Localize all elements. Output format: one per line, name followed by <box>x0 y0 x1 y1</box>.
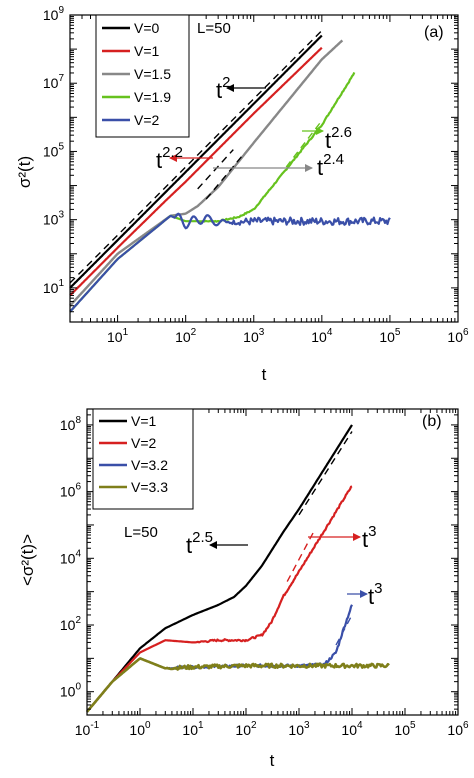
legend-b-label-2: V=3.2 <box>131 457 168 473</box>
panel-a-xtick-label-0: 101 <box>107 327 129 345</box>
panel-b-legend-box <box>92 408 194 510</box>
panel-b-ytick-label-4: 108 <box>60 415 82 433</box>
panel-a-ylabel: σ²(t) <box>15 156 34 188</box>
panel-b-ytick-label-1: 102 <box>60 615 82 633</box>
panel-a-fit-t26-dashed <box>285 120 323 168</box>
panel-b-slope-t25: t2.5 <box>186 529 213 558</box>
legend-a-label-0: V=0 <box>134 20 160 36</box>
panel-a-series-v-0 <box>69 34 323 289</box>
panel-a-ytick-label-4: 109 <box>43 5 65 23</box>
panel-b-xtick-label-6: 105 <box>394 720 416 738</box>
panel-b-fit-t3-red-dashed <box>286 528 316 582</box>
panel-a-slope-t24: t2.4 <box>317 151 344 180</box>
panel-a-ytick-label-3: 107 <box>43 73 65 91</box>
panel-b-xtick-label-3: 102 <box>235 720 257 738</box>
panel-a-ytick-label-0: 101 <box>43 278 65 296</box>
panel-a-ticks: 101 102 103 104 105 106 101 103 105 107 109 <box>43 5 469 345</box>
panel-b-series-v-3-3 <box>86 657 390 713</box>
panel-b-ticks: 10-1 100 101 102 103 104 105 106 100 102 104 106 108 <box>60 408 469 738</box>
panel-b-legend: V=1 V=2 V=3.2 V=3.3 <box>92 408 194 510</box>
legend-a-label-3: V=1.9 <box>134 89 171 105</box>
panel-a-xtick-label-2: 103 <box>243 327 265 345</box>
panel-a-fit-t22-dashed <box>197 149 234 190</box>
panel-a-slope-t26: t2.6 <box>325 124 352 153</box>
panel-b-fit-t3-blue-dashed <box>335 614 353 646</box>
panel-b-ylabel: <σ²(t)> <box>18 534 37 586</box>
panel-a-legend: V=0 V=1 V=1.5 V=1.9 V=2 <box>95 14 190 138</box>
panel-b-xlabel: t <box>270 751 275 770</box>
panel-a: 101 102 103 104 105 106 101 103 105 107 109 V=0 V=… <box>15 5 469 384</box>
legend-a-label-1: V=1 <box>134 43 160 59</box>
panel-b-series-v-1 <box>86 424 353 713</box>
panel-b-ytick-label-2: 104 <box>60 548 82 566</box>
panel-b-ytick-label-3: 106 <box>60 482 82 500</box>
panel-b-panel-label: (b) <box>422 413 442 430</box>
panel-a-xtick-label-4: 105 <box>379 327 401 345</box>
legend-a-label-2: V=1.5 <box>134 66 171 82</box>
panel-b-slope-t3-blue: t3 <box>368 580 382 609</box>
panel-a-size-label: L=50 <box>197 20 231 37</box>
legend-a-label-4: V=2 <box>134 112 160 128</box>
panel-a-legend-box <box>95 14 190 138</box>
panel-a-slope-t22: t2.2 <box>156 144 183 173</box>
panel-a-series-v-2 <box>69 212 391 313</box>
panel-a-xtick-label-3: 104 <box>311 327 333 345</box>
panel-a-marks <box>69 30 391 313</box>
panel-b-series-v-3-2 <box>86 604 353 713</box>
panel-a-plot-frame <box>69 14 459 323</box>
panel-b-ytick-label-0: 100 <box>60 682 82 700</box>
panel-a-xtick-label-5: 106 <box>447 327 469 345</box>
legend-b-label-3: V=3.3 <box>131 479 168 495</box>
panel-b-xtick-label-2: 101 <box>182 720 204 738</box>
panel-b-xtick-label-5: 104 <box>341 720 363 738</box>
panel-b-xtick-label-7: 106 <box>447 720 469 738</box>
panel-b-xtick-label-4: 103 <box>288 720 310 738</box>
panel-a-ytick-label-2: 105 <box>43 141 65 159</box>
legend-b-label-0: V=1 <box>131 413 157 429</box>
panel-b-xtick-label-1: 100 <box>129 720 151 738</box>
panel-b-marks <box>86 424 390 713</box>
panel-b-fit-t25-dashed <box>298 431 353 516</box>
panel-a-slope-t2: t2 <box>216 74 230 103</box>
panel-b-series-v-2 <box>86 485 353 713</box>
panel-a-xtick-label-1: 102 <box>175 327 197 345</box>
panel-a-ytick-label-1: 103 <box>43 210 65 228</box>
legend-b-label-1: V=2 <box>131 435 157 451</box>
panel-a-panel-label: (a) <box>424 24 444 41</box>
panel-b: 10-1 100 101 102 103 104 105 106 100 102 104 106 108… <box>18 408 469 770</box>
panel-a-fit-t24-dashed <box>205 154 244 200</box>
panel-b-size-label: L=50 <box>124 524 158 541</box>
panel-a-series-v-1 <box>69 46 323 297</box>
panel-b-slope-t3-red: t3 <box>362 523 376 552</box>
panel-a-xlabel: t <box>262 365 267 384</box>
panel-b-xtick-label-0: 10-1 <box>75 720 100 738</box>
